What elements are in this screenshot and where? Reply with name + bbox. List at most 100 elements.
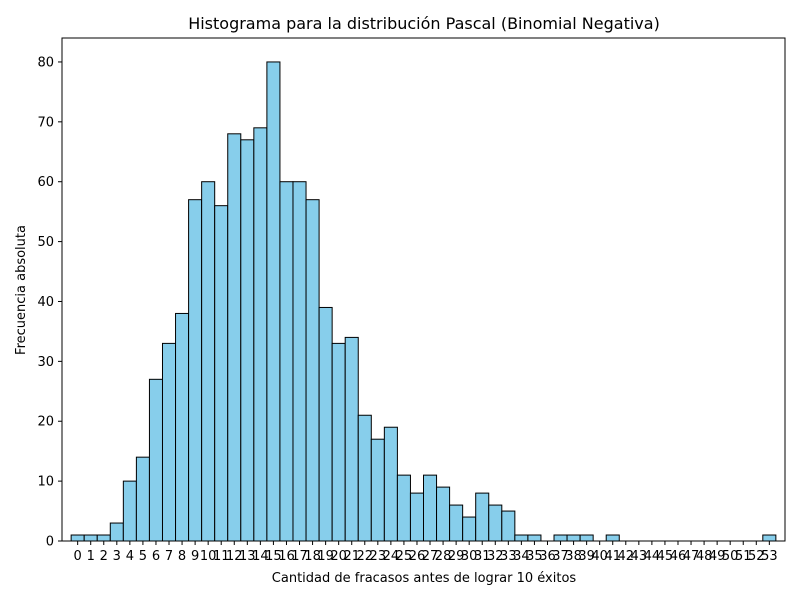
- bar-22: [357, 414, 372, 542]
- x-tick-label: 25: [396, 549, 413, 564]
- x-tick-label: 6: [152, 549, 160, 564]
- x-axis: 0 1 2 3 4 5 6 7 8 9 101112131415161718192021222324…: [74, 541, 778, 564]
- x-tick-label: 37: [552, 549, 569, 564]
- bar-27: [423, 474, 438, 542]
- bar-23: [370, 438, 385, 542]
- x-tick-label: 0: [74, 549, 82, 564]
- x-tick-label: 44: [644, 549, 661, 564]
- bar-6: [148, 378, 163, 542]
- x-tick-label: 33: [500, 549, 517, 564]
- bar-7: [161, 342, 177, 542]
- x-tick-label: 47: [683, 549, 700, 564]
- y-tick-label: 20: [37, 415, 54, 430]
- bar-34: [514, 534, 529, 542]
- x-tick-label: 49: [709, 549, 726, 564]
- x-tick-label: 27: [422, 549, 439, 564]
- x-tick-label: 17: [291, 549, 308, 564]
- bar-25: [396, 474, 411, 542]
- x-tick-label: 5: [139, 549, 147, 564]
- x-tick-label: 45: [657, 549, 674, 564]
- x-tick-label: 20: [330, 549, 347, 564]
- x-axis-label: Cantidad de fracasos antes de lograr 10 …: [272, 571, 577, 586]
- bar-35: [527, 534, 542, 542]
- x-tick-label: 38: [565, 549, 582, 564]
- bar-38: [566, 534, 581, 542]
- x-tick-label: 23: [370, 549, 387, 564]
- bar-18: [305, 199, 320, 542]
- bar-12: [227, 133, 242, 542]
- bar-21: [344, 336, 359, 542]
- x-tick-label: 48: [696, 549, 713, 564]
- y-tick-label: 10: [37, 475, 54, 490]
- bar-28: [436, 486, 451, 542]
- bar-30: [462, 516, 477, 542]
- bar-15: [266, 61, 281, 542]
- x-tick-label: 50: [722, 549, 739, 564]
- x-tick-label: 41: [604, 549, 621, 564]
- y-tick-label: 80: [37, 55, 54, 70]
- x-tick-label: 22: [356, 549, 373, 564]
- bar-1: [83, 534, 98, 542]
- x-tick-label: 12: [226, 549, 243, 564]
- x-tick-label: 29: [448, 549, 465, 564]
- bar-32: [488, 504, 503, 542]
- x-tick-label: 40: [591, 549, 608, 564]
- x-tick-label: 35: [526, 549, 543, 564]
- x-tick-label: 9: [191, 549, 199, 564]
- bar-5: [135, 456, 150, 542]
- y-tick-label: 70: [37, 115, 54, 130]
- y-tick-label: 60: [37, 175, 54, 190]
- bar-39: [579, 534, 594, 542]
- x-tick-label: 51: [735, 549, 752, 564]
- x-tick-label: 14: [252, 549, 269, 564]
- x-tick-label: 42: [618, 549, 635, 564]
- x-tick-label: 16: [278, 549, 295, 564]
- x-tick-label: 8: [178, 549, 186, 564]
- bars-group: [70, 61, 777, 542]
- bar-20: [331, 342, 346, 542]
- y-axis: 0 10 20 30 40 50 60 70 80: [37, 55, 62, 550]
- bar-2: [96, 534, 111, 542]
- bar-11: [214, 205, 229, 542]
- x-tick-label: 26: [409, 549, 426, 564]
- bar-29: [449, 504, 464, 542]
- y-axis-label: Frecuencia absoluta: [14, 225, 29, 355]
- x-tick-label: 32: [487, 549, 504, 564]
- y-tick-label: 0: [46, 535, 54, 550]
- x-tick-label: 10: [200, 549, 217, 564]
- bar-41: [605, 534, 620, 542]
- x-tick-label: 28: [435, 549, 452, 564]
- x-tick-label: 39: [578, 549, 595, 564]
- bar-0: [70, 534, 85, 542]
- x-tick-label: 11: [213, 549, 230, 564]
- x-tick-label: 3: [113, 549, 121, 564]
- y-tick-label: 40: [37, 295, 54, 310]
- y-tick-label: 50: [37, 235, 54, 250]
- x-tick-label: 52: [748, 549, 765, 564]
- bar-10: [201, 181, 216, 542]
- bar-26: [409, 492, 425, 542]
- x-tick-label: 46: [670, 549, 687, 564]
- bar-14: [253, 127, 268, 542]
- y-tick-label: 30: [37, 355, 54, 370]
- plot-frame: [61, 37, 786, 542]
- x-tick-label: 53: [761, 549, 778, 564]
- x-tick-label: 18: [304, 549, 321, 564]
- bar-4: [122, 480, 137, 542]
- bar-37: [553, 534, 568, 542]
- chart-title: Histograma para la distribución Pascal (…: [188, 14, 660, 33]
- x-tick-label: 13: [239, 549, 256, 564]
- x-tick-label: 19: [317, 549, 334, 564]
- bar-3: [109, 522, 124, 542]
- bar-13: [240, 139, 255, 542]
- x-tick-label: 34: [513, 549, 530, 564]
- bar-9: [188, 199, 203, 542]
- x-tick-label: 30: [461, 549, 478, 564]
- bar-8: [175, 312, 190, 542]
- x-tick-label: 1: [87, 549, 95, 564]
- bar-16: [279, 181, 294, 542]
- bar-24: [383, 426, 398, 542]
- x-tick-label: 15: [265, 549, 282, 564]
- x-tick-label: 31: [474, 549, 491, 564]
